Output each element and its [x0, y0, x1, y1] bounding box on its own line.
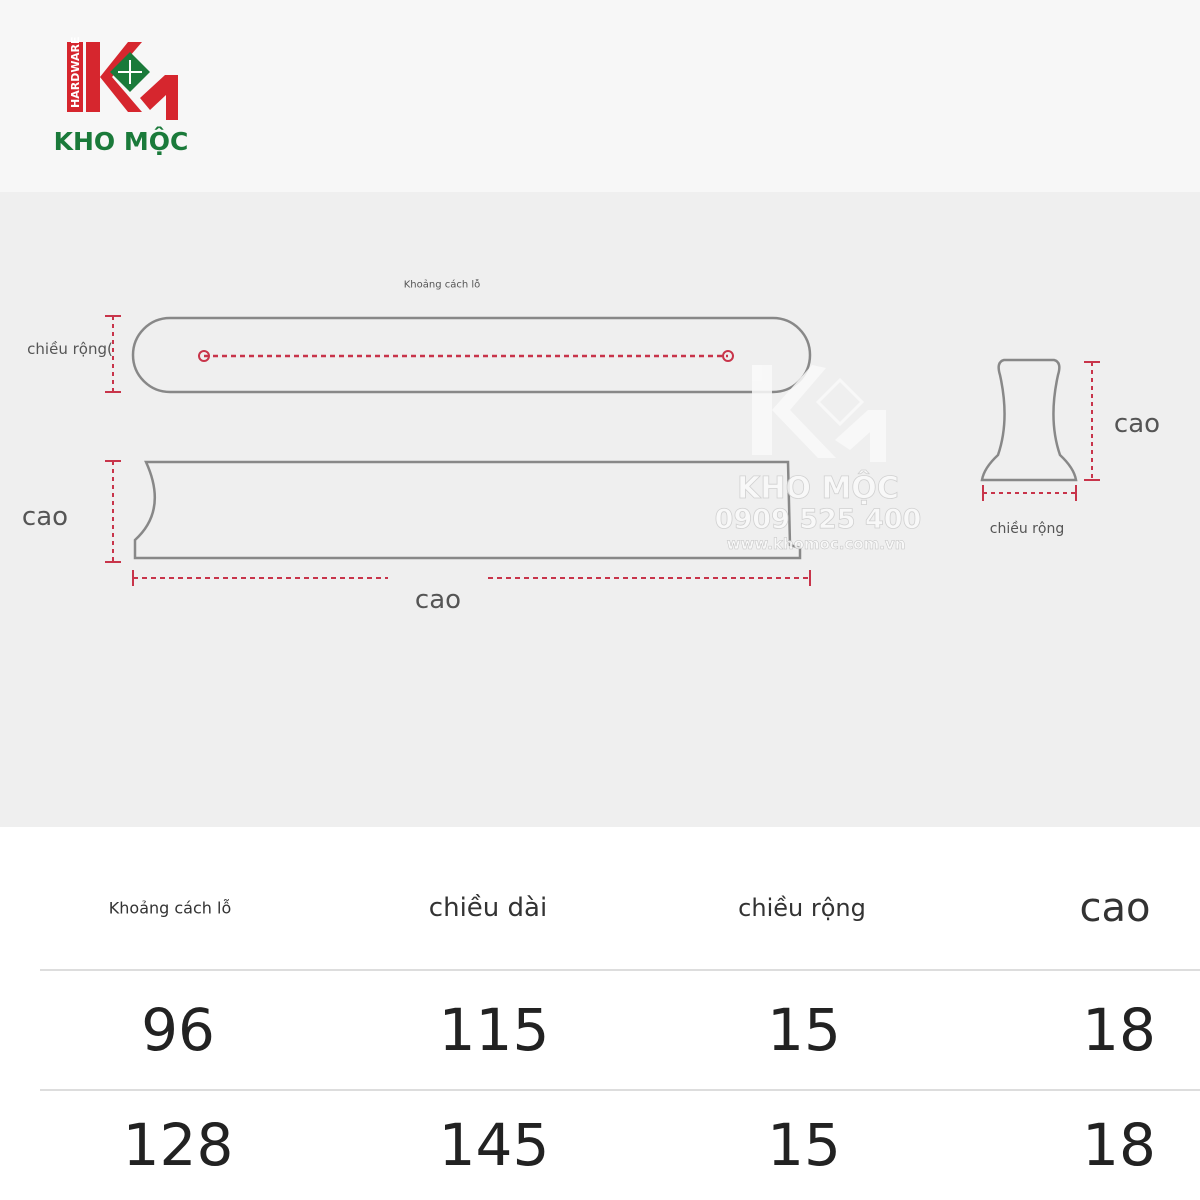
watermark: KHO MỘC 0909 525 400 www.khomoc.com.vn [714, 365, 922, 553]
end-height-label: cao [1113, 409, 1161, 439]
header-band [0, 0, 1200, 192]
top-view [105, 315, 812, 394]
watermark-website: www.khomoc.com.vn [727, 535, 906, 553]
cell-hole-spacing: 96 [141, 996, 215, 1064]
side-height-label: cao [21, 502, 69, 532]
cell-height: 18 [1082, 996, 1156, 1064]
cell-width: 15 [767, 1111, 841, 1179]
header-height: cao [1079, 885, 1151, 931]
hole-spacing-label: Khoảng cách lỗ [403, 279, 481, 291]
cell-height: 18 [1082, 1111, 1156, 1179]
header-length: chiều dài [428, 893, 548, 923]
side-length-label: cao [414, 585, 462, 615]
end-view [980, 358, 1100, 501]
logo: HARDWARE KHO MỘC [54, 37, 189, 156]
header-width: chiều rộng [738, 894, 866, 922]
cell-hole-spacing: 128 [122, 1111, 234, 1179]
diagram-area [0, 192, 1200, 827]
divider [40, 969, 1200, 971]
cell-length: 145 [438, 1111, 550, 1179]
watermark-phone: 0909 525 400 [715, 504, 922, 535]
watermark-brand: KHO MỘC [737, 469, 899, 506]
logo-text: KHO MỘC [54, 126, 189, 156]
cell-width: 15 [767, 996, 841, 1064]
top-width-label: chiều rộng( [27, 340, 113, 358]
end-width-label: chiều rộng [989, 521, 1065, 537]
header-hole-spacing: Khoảng cách lỗ [108, 898, 232, 918]
divider [40, 1089, 1200, 1091]
cell-length: 115 [438, 996, 550, 1064]
side-view [105, 460, 811, 586]
svg-text:HARDWARE: HARDWARE [69, 37, 82, 108]
table-area [0, 827, 1200, 1200]
